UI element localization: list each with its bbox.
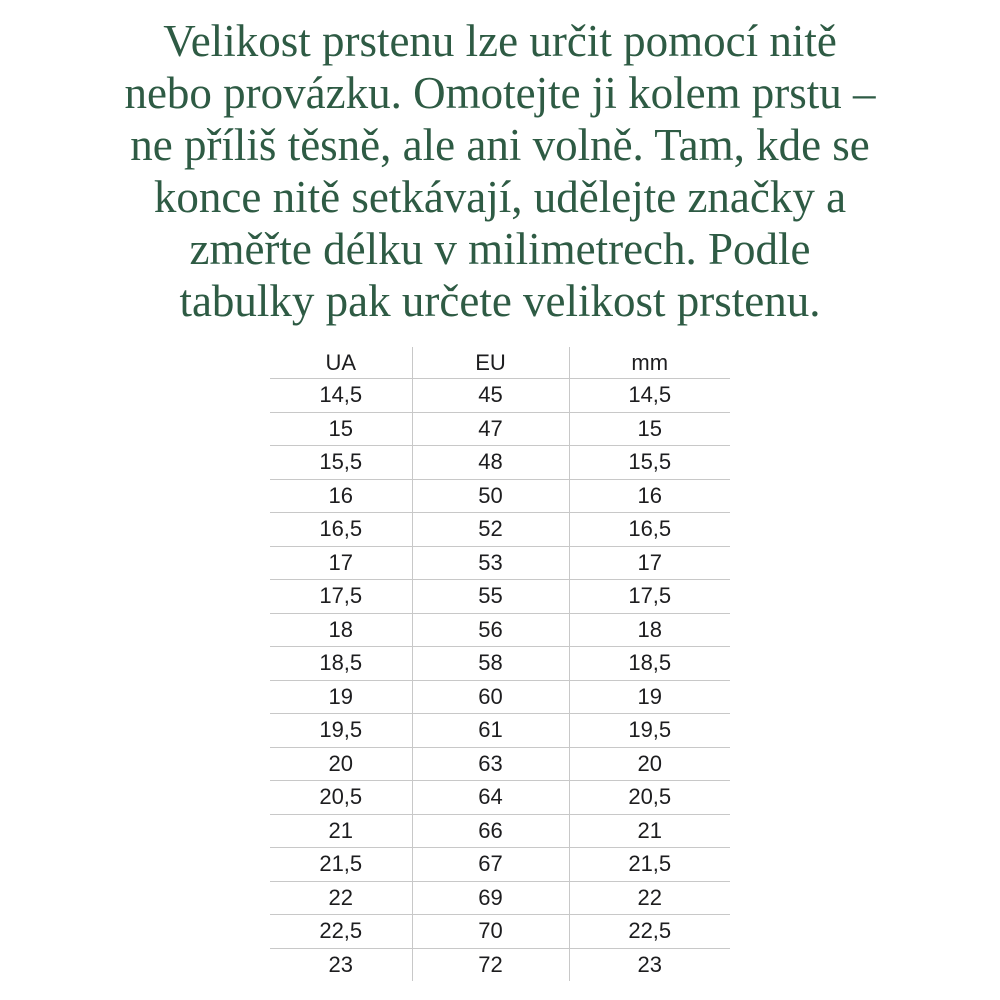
ring-size-table: UA EU mm 14,5 45 14,5 15 47 15 15,5 48 15,5 16 50 1… [270,347,730,981]
table-cell: 15 [270,412,412,446]
table-cell: 22 [270,881,412,915]
table-cell: 23 [328,951,353,977]
intro-line-3: ne příliš těsně, ale ani volně. Tam, kde… [130,120,870,170]
intro-line-4: konce nitě setkávají, udělejte značky a [153,172,847,222]
table-cell: 19,5 [270,713,412,748]
table-header-row: UA EU mm [270,347,730,379]
intro-line-1: Velikost prstenu lze určit pomocí nitě [163,16,837,66]
table-row: 15,5 48 15,5 [270,445,730,480]
table-cell: 60 [411,680,569,714]
table-cell: 16,5 [568,512,730,547]
table-cell: 16 [270,479,412,513]
table-row: 16,5 52 16,5 [270,512,730,547]
table-cell: 16 [568,479,730,513]
table-cell: 19,5 [568,713,730,748]
table-cell: 18,5 [270,646,412,681]
table-cell: 16,5 [270,512,412,547]
table-cell: 20 [270,747,412,781]
table-cell: 14,5 [568,378,730,413]
table-cell: 17 [568,546,730,580]
table-cell: 70 [411,914,569,949]
table-cell: 18 [270,613,412,647]
table-cell: 23 [568,948,730,981]
table-row: 17,5 55 17,5 [270,579,730,614]
table-cell: 21 [568,814,730,848]
table-cell: 69 [411,881,569,915]
table-cell: 66 [411,814,569,848]
table-body: 14,5 45 14,5 15 47 15 15,5 48 15,5 16 50 16 16,5 52 16… [270,378,730,981]
table-cell: 50 [411,479,569,513]
table-cell: 72 [411,948,569,981]
table-row: 15 47 15 [270,412,730,446]
table-row: 23 72 23 [270,948,730,981]
table-row: 22 69 22 [270,881,730,915]
table-row: 22,5 70 22,5 [270,914,730,949]
table-row: 18 56 18 [270,613,730,647]
column-header-eu: EU [411,347,569,379]
table-cell: 22 [568,881,730,915]
table-row: 16 50 16 [270,479,730,513]
table-cell: 15,5 [568,445,730,480]
table-cell: 48 [411,445,569,480]
table-cell: 21,5 [270,847,412,882]
column-header-mm: mm [568,347,730,379]
table-cell: 15,5 [270,445,412,480]
intro-text: Velikost prstenu lze určit pomocí nitě n… [70,15,930,327]
table-row: 20 63 20 [270,747,730,781]
table-cell: 20,5 [270,780,412,815]
table-cell: 18,5 [568,646,730,681]
table-row: 18,5 58 18,5 [270,646,730,681]
table-row: 17 53 17 [270,546,730,580]
intro-line-2: nebo provázku. Omotejte ji kolem prstu – [124,68,876,118]
table-header: UA EU mm [270,347,730,379]
table-cell: 64 [411,780,569,815]
table-cell: 20 [568,747,730,781]
table-row: 21,5 67 21,5 [270,847,730,882]
table-cell: 55 [411,579,569,614]
table-cell: 53 [411,546,569,580]
table-cell: 52 [411,512,569,547]
table-cell: 21,5 [568,847,730,882]
table-cell: 19 [568,680,730,714]
table-cell: 56 [411,613,569,647]
table-cell: 47 [411,412,569,446]
table-cell: 17,5 [568,579,730,614]
table-cell: 58 [411,646,569,681]
column-header-ua: UA [270,347,412,379]
table-row: 19 60 19 [270,680,730,714]
table-row: 19,5 61 19,5 [270,713,730,748]
table-cell: 22,5 [568,914,730,949]
table-cell: 19 [270,680,412,714]
table-row: 14,5 45 14,5 [270,378,730,413]
table-cell: 14,5 [270,378,412,413]
table-row: 21 66 21 [270,814,730,848]
table-cell: 20,5 [568,780,730,815]
table-cell: 45 [411,378,569,413]
table-cell: 18 [568,613,730,647]
intro-line-5: změřte délku v milimetrech. Podle [189,224,811,274]
table-cell: 21 [270,814,412,848]
table-cell: 17 [270,546,412,580]
table-row: 20,5 64 20,5 [270,780,730,815]
table-cell: 61 [411,713,569,748]
table-cell: 22,5 [270,914,412,949]
intro-line-6: tabulky pak určete velikost prstenu. [179,276,821,326]
table-cell: 63 [411,747,569,781]
table-cell: 17,5 [270,579,412,614]
table-cell: 67 [411,847,569,882]
table-cell: 15 [568,412,730,446]
